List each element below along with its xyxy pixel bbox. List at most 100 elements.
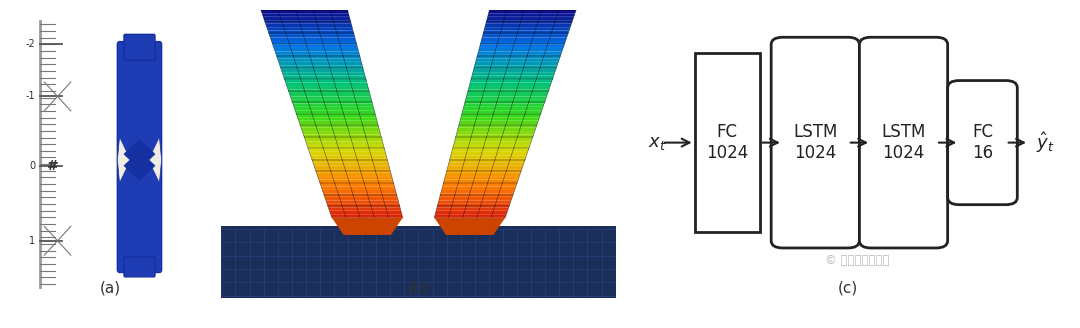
Polygon shape bbox=[487, 13, 575, 17]
Polygon shape bbox=[296, 114, 376, 117]
Polygon shape bbox=[269, 34, 355, 37]
Polygon shape bbox=[322, 190, 396, 194]
Polygon shape bbox=[303, 134, 381, 138]
Bar bbox=[221, 226, 616, 298]
Polygon shape bbox=[268, 31, 354, 34]
Polygon shape bbox=[325, 197, 399, 200]
Polygon shape bbox=[472, 72, 555, 76]
Text: 0: 0 bbox=[29, 161, 36, 171]
Polygon shape bbox=[148, 137, 162, 183]
Polygon shape bbox=[436, 207, 509, 211]
Polygon shape bbox=[473, 69, 556, 72]
Polygon shape bbox=[279, 62, 362, 65]
Text: 1: 1 bbox=[29, 236, 36, 246]
Polygon shape bbox=[301, 128, 380, 131]
Polygon shape bbox=[448, 162, 524, 166]
Polygon shape bbox=[456, 134, 534, 138]
Polygon shape bbox=[462, 110, 542, 114]
Polygon shape bbox=[434, 218, 505, 235]
Polygon shape bbox=[454, 141, 531, 145]
Polygon shape bbox=[280, 65, 363, 69]
FancyBboxPatch shape bbox=[124, 256, 154, 277]
Text: (c): (c) bbox=[838, 280, 858, 296]
Polygon shape bbox=[440, 194, 513, 197]
Polygon shape bbox=[271, 41, 356, 45]
Polygon shape bbox=[330, 214, 403, 218]
Text: LSTM
1024: LSTM 1024 bbox=[881, 123, 926, 162]
Text: $x_t$: $x_t$ bbox=[648, 133, 666, 152]
Polygon shape bbox=[266, 24, 352, 27]
Polygon shape bbox=[484, 27, 570, 31]
Polygon shape bbox=[267, 27, 353, 31]
Polygon shape bbox=[455, 138, 532, 141]
Polygon shape bbox=[461, 114, 541, 117]
Polygon shape bbox=[312, 159, 388, 162]
Polygon shape bbox=[293, 103, 374, 107]
Polygon shape bbox=[118, 137, 131, 183]
Polygon shape bbox=[482, 34, 568, 37]
Polygon shape bbox=[302, 131, 380, 134]
Polygon shape bbox=[435, 211, 508, 214]
Polygon shape bbox=[487, 17, 573, 20]
Polygon shape bbox=[328, 207, 401, 211]
Polygon shape bbox=[437, 204, 510, 207]
Polygon shape bbox=[465, 96, 546, 100]
Polygon shape bbox=[315, 169, 391, 173]
Bar bbox=[694, 53, 759, 232]
Polygon shape bbox=[262, 13, 350, 17]
Polygon shape bbox=[326, 200, 399, 204]
Polygon shape bbox=[463, 103, 544, 107]
Polygon shape bbox=[467, 93, 548, 96]
Text: (b): (b) bbox=[408, 280, 429, 296]
Polygon shape bbox=[318, 176, 393, 179]
Text: FC
16: FC 16 bbox=[972, 123, 993, 162]
Polygon shape bbox=[321, 187, 395, 190]
Polygon shape bbox=[308, 148, 386, 152]
Polygon shape bbox=[320, 183, 394, 187]
Polygon shape bbox=[306, 141, 383, 145]
Polygon shape bbox=[329, 211, 402, 214]
Polygon shape bbox=[481, 41, 566, 45]
Polygon shape bbox=[478, 48, 563, 51]
Polygon shape bbox=[281, 69, 364, 72]
Polygon shape bbox=[270, 37, 355, 41]
Polygon shape bbox=[276, 55, 361, 58]
Polygon shape bbox=[444, 179, 518, 183]
Polygon shape bbox=[278, 58, 362, 62]
Polygon shape bbox=[474, 65, 557, 69]
Polygon shape bbox=[450, 155, 527, 159]
Polygon shape bbox=[324, 194, 397, 197]
Polygon shape bbox=[275, 51, 360, 55]
Polygon shape bbox=[124, 140, 154, 169]
Polygon shape bbox=[292, 100, 373, 103]
Polygon shape bbox=[457, 128, 536, 131]
Polygon shape bbox=[486, 20, 572, 24]
FancyBboxPatch shape bbox=[860, 37, 947, 248]
Polygon shape bbox=[468, 90, 549, 93]
Polygon shape bbox=[464, 100, 545, 103]
Polygon shape bbox=[295, 110, 375, 114]
FancyBboxPatch shape bbox=[947, 81, 1017, 205]
Polygon shape bbox=[449, 159, 525, 162]
Polygon shape bbox=[284, 79, 367, 83]
Text: -1: -1 bbox=[26, 92, 36, 101]
Text: © 中国工程院院刊: © 中国工程院院刊 bbox=[825, 255, 889, 267]
Polygon shape bbox=[485, 24, 571, 27]
Polygon shape bbox=[297, 117, 377, 121]
Polygon shape bbox=[287, 86, 368, 90]
Polygon shape bbox=[447, 166, 523, 169]
Polygon shape bbox=[300, 124, 379, 128]
Polygon shape bbox=[475, 62, 558, 65]
Polygon shape bbox=[294, 107, 374, 110]
Polygon shape bbox=[289, 93, 370, 96]
Polygon shape bbox=[313, 162, 389, 166]
Polygon shape bbox=[480, 45, 565, 48]
Text: $\hat{y}_t$: $\hat{y}_t$ bbox=[1036, 130, 1054, 155]
Text: (a): (a) bbox=[100, 280, 121, 296]
Polygon shape bbox=[483, 31, 569, 34]
Polygon shape bbox=[438, 197, 512, 200]
Polygon shape bbox=[469, 86, 550, 90]
Polygon shape bbox=[434, 214, 507, 218]
Polygon shape bbox=[445, 173, 521, 176]
Text: #: # bbox=[48, 159, 59, 173]
